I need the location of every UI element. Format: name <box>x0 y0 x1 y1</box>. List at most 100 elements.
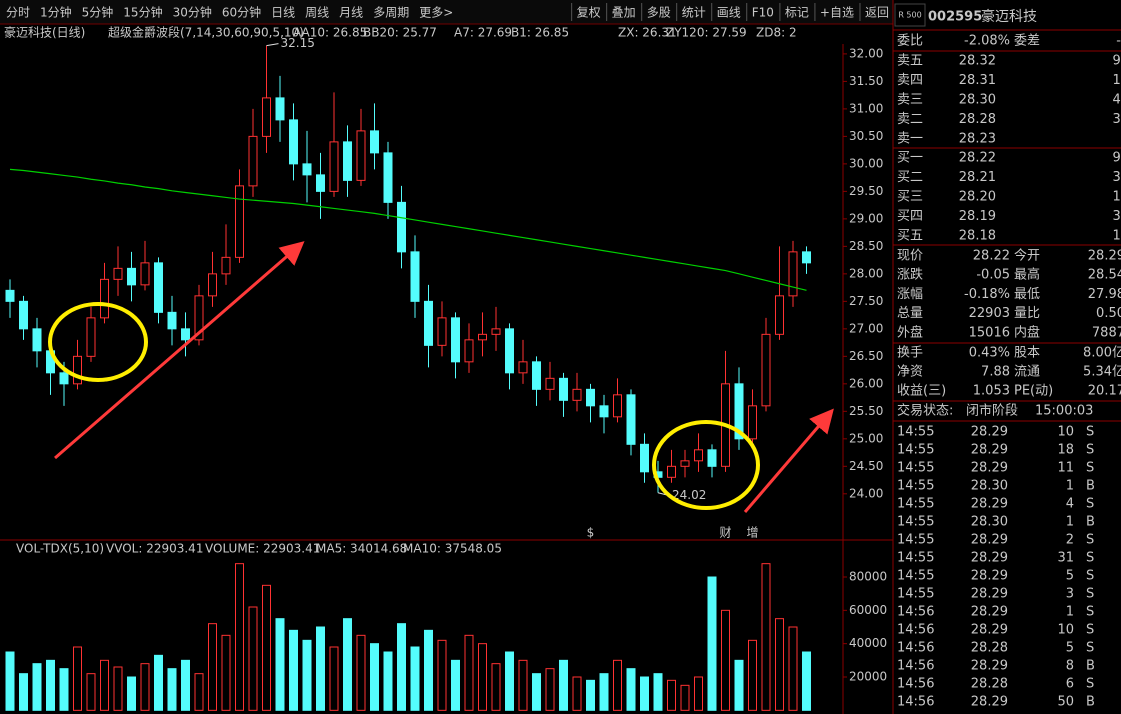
book-volume: 97 <box>1112 54 1121 69</box>
book-label: 买三 <box>897 190 923 205</box>
y-tick-label: 25.50 <box>849 404 883 418</box>
indicator-label: A7: 27.69 <box>454 26 512 40</box>
book-label: 买四 <box>897 209 923 224</box>
candle-body <box>181 328 190 341</box>
toolbar-button[interactable]: +自选 <box>820 6 854 20</box>
period-tab[interactable]: 月线 <box>339 6 363 20</box>
volume-indicator-label: MA10: 37548.05 <box>403 542 502 556</box>
period-tab[interactable]: 60分钟 <box>222 5 261 20</box>
period-tab[interactable]: 更多> <box>419 6 453 20</box>
volume-bar <box>343 618 352 711</box>
period-tab[interactable]: 1分钟 <box>40 5 72 20</box>
stat-label: 外盘 <box>897 324 923 340</box>
candle-body <box>262 97 271 137</box>
event-marker[interactable]: 财 <box>719 526 731 540</box>
badge <box>894 3 926 27</box>
trade-price: 28.29 <box>971 443 1008 458</box>
candle-body <box>316 174 325 192</box>
period-tab[interactable]: 多周期 <box>373 6 409 20</box>
candle-body <box>491 328 501 335</box>
stat-value: 28.54 <box>1088 268 1121 283</box>
candle-body <box>167 311 177 330</box>
book-price: 28.30 <box>959 93 996 108</box>
price-chart: 24.00 24.50 25.00 25.50 26.00 26.50 27.00 27.50… <box>5 36 883 540</box>
trade-side: S <box>1086 677 1094 692</box>
stat-label: 最高 <box>1014 267 1040 283</box>
trade-price: 28.29 <box>971 461 1008 476</box>
stat-label: 现价 <box>897 249 923 264</box>
trade-time: 14:55 <box>897 479 934 494</box>
highlight-circle <box>652 420 760 510</box>
candle-body <box>289 119 298 165</box>
high-label: 32.15 <box>281 36 315 50</box>
stat-value: 28.22 <box>973 249 1010 264</box>
candle-body <box>59 372 69 385</box>
volume-bar <box>572 676 582 711</box>
volume-bar <box>154 654 163 711</box>
toolbar-button[interactable]: 画线 <box>717 6 741 20</box>
volume-bar <box>59 668 69 711</box>
event-marker[interactable]: $ <box>587 526 595 540</box>
book-price: 28.31 <box>959 73 996 88</box>
candle-body <box>208 273 217 297</box>
volume-bar <box>289 629 298 711</box>
candle-body <box>451 317 460 363</box>
period-tab[interactable]: 5分钟 <box>82 5 114 20</box>
toolbar-button[interactable]: 多股 <box>647 6 671 20</box>
volume-bar <box>86 673 96 711</box>
y-tick-label: 30.50 <box>849 129 883 143</box>
toolbar-button[interactable]: 复权 <box>577 6 601 20</box>
volume-bar <box>518 659 528 711</box>
candle-body <box>532 361 541 390</box>
candle-body <box>370 130 379 154</box>
volume-bar <box>761 563 771 711</box>
trend-arrow <box>54 241 305 460</box>
candle-body <box>707 449 717 467</box>
row-label: 委比 <box>897 34 923 49</box>
y-tick-label: 26.00 <box>849 376 883 390</box>
period-tab[interactable]: 日线 <box>271 6 295 20</box>
trade-volume: 5 <box>1066 569 1074 584</box>
candle-body <box>397 201 406 253</box>
book-price: 28.18 <box>959 229 996 244</box>
candle-body <box>5 289 15 302</box>
badge-text: R 500 <box>898 11 921 20</box>
stat-label: 今开 <box>1014 248 1040 264</box>
toolbar-button[interactable]: 统计 <box>682 6 706 20</box>
book-label: 卖五 <box>897 54 923 69</box>
y-tick-label: 30.00 <box>849 156 883 170</box>
candle-body <box>154 262 163 313</box>
volume-bar <box>680 684 690 711</box>
stat-label: 净资 <box>897 365 923 380</box>
toolbar-button[interactable]: 返回 <box>865 6 889 20</box>
toolbar-button[interactable]: 叠加 <box>612 6 636 20</box>
period-tab[interactable]: 15分钟 <box>123 5 162 20</box>
book-volume: 17 <box>1112 190 1121 205</box>
y-tick-label: 24.00 <box>849 486 883 500</box>
status-label: 交易状态: <box>897 403 953 419</box>
candle-body <box>100 278 109 319</box>
volume-bar <box>356 634 366 711</box>
toolbar-button[interactable]: F10 <box>752 6 774 20</box>
stat-value: 0.50 <box>1096 306 1121 321</box>
y-tick-label: 40000 <box>849 636 887 650</box>
period-tab[interactable]: 周线 <box>305 6 329 20</box>
event-marker[interactable]: 增 <box>746 526 758 540</box>
row-value: -2.08% <box>964 34 1010 49</box>
y-tick-label: 29.00 <box>849 211 883 225</box>
y-tick-label: 31.50 <box>849 74 883 88</box>
period-tab[interactable]: 分时 <box>6 6 30 20</box>
book-price: 28.20 <box>959 190 996 205</box>
status-time: 15:00:03 <box>1035 404 1093 419</box>
trade-price: 28.29 <box>971 695 1008 710</box>
volume-bar <box>559 659 568 711</box>
period-tab[interactable]: 30分钟 <box>173 5 212 20</box>
toolbar-button[interactable]: 标记 <box>785 6 809 20</box>
volume-bar <box>410 646 420 711</box>
candle-body <box>626 394 636 445</box>
candle-body <box>802 251 811 264</box>
candle-body <box>559 377 568 401</box>
trade-price: 28.29 <box>971 569 1008 584</box>
